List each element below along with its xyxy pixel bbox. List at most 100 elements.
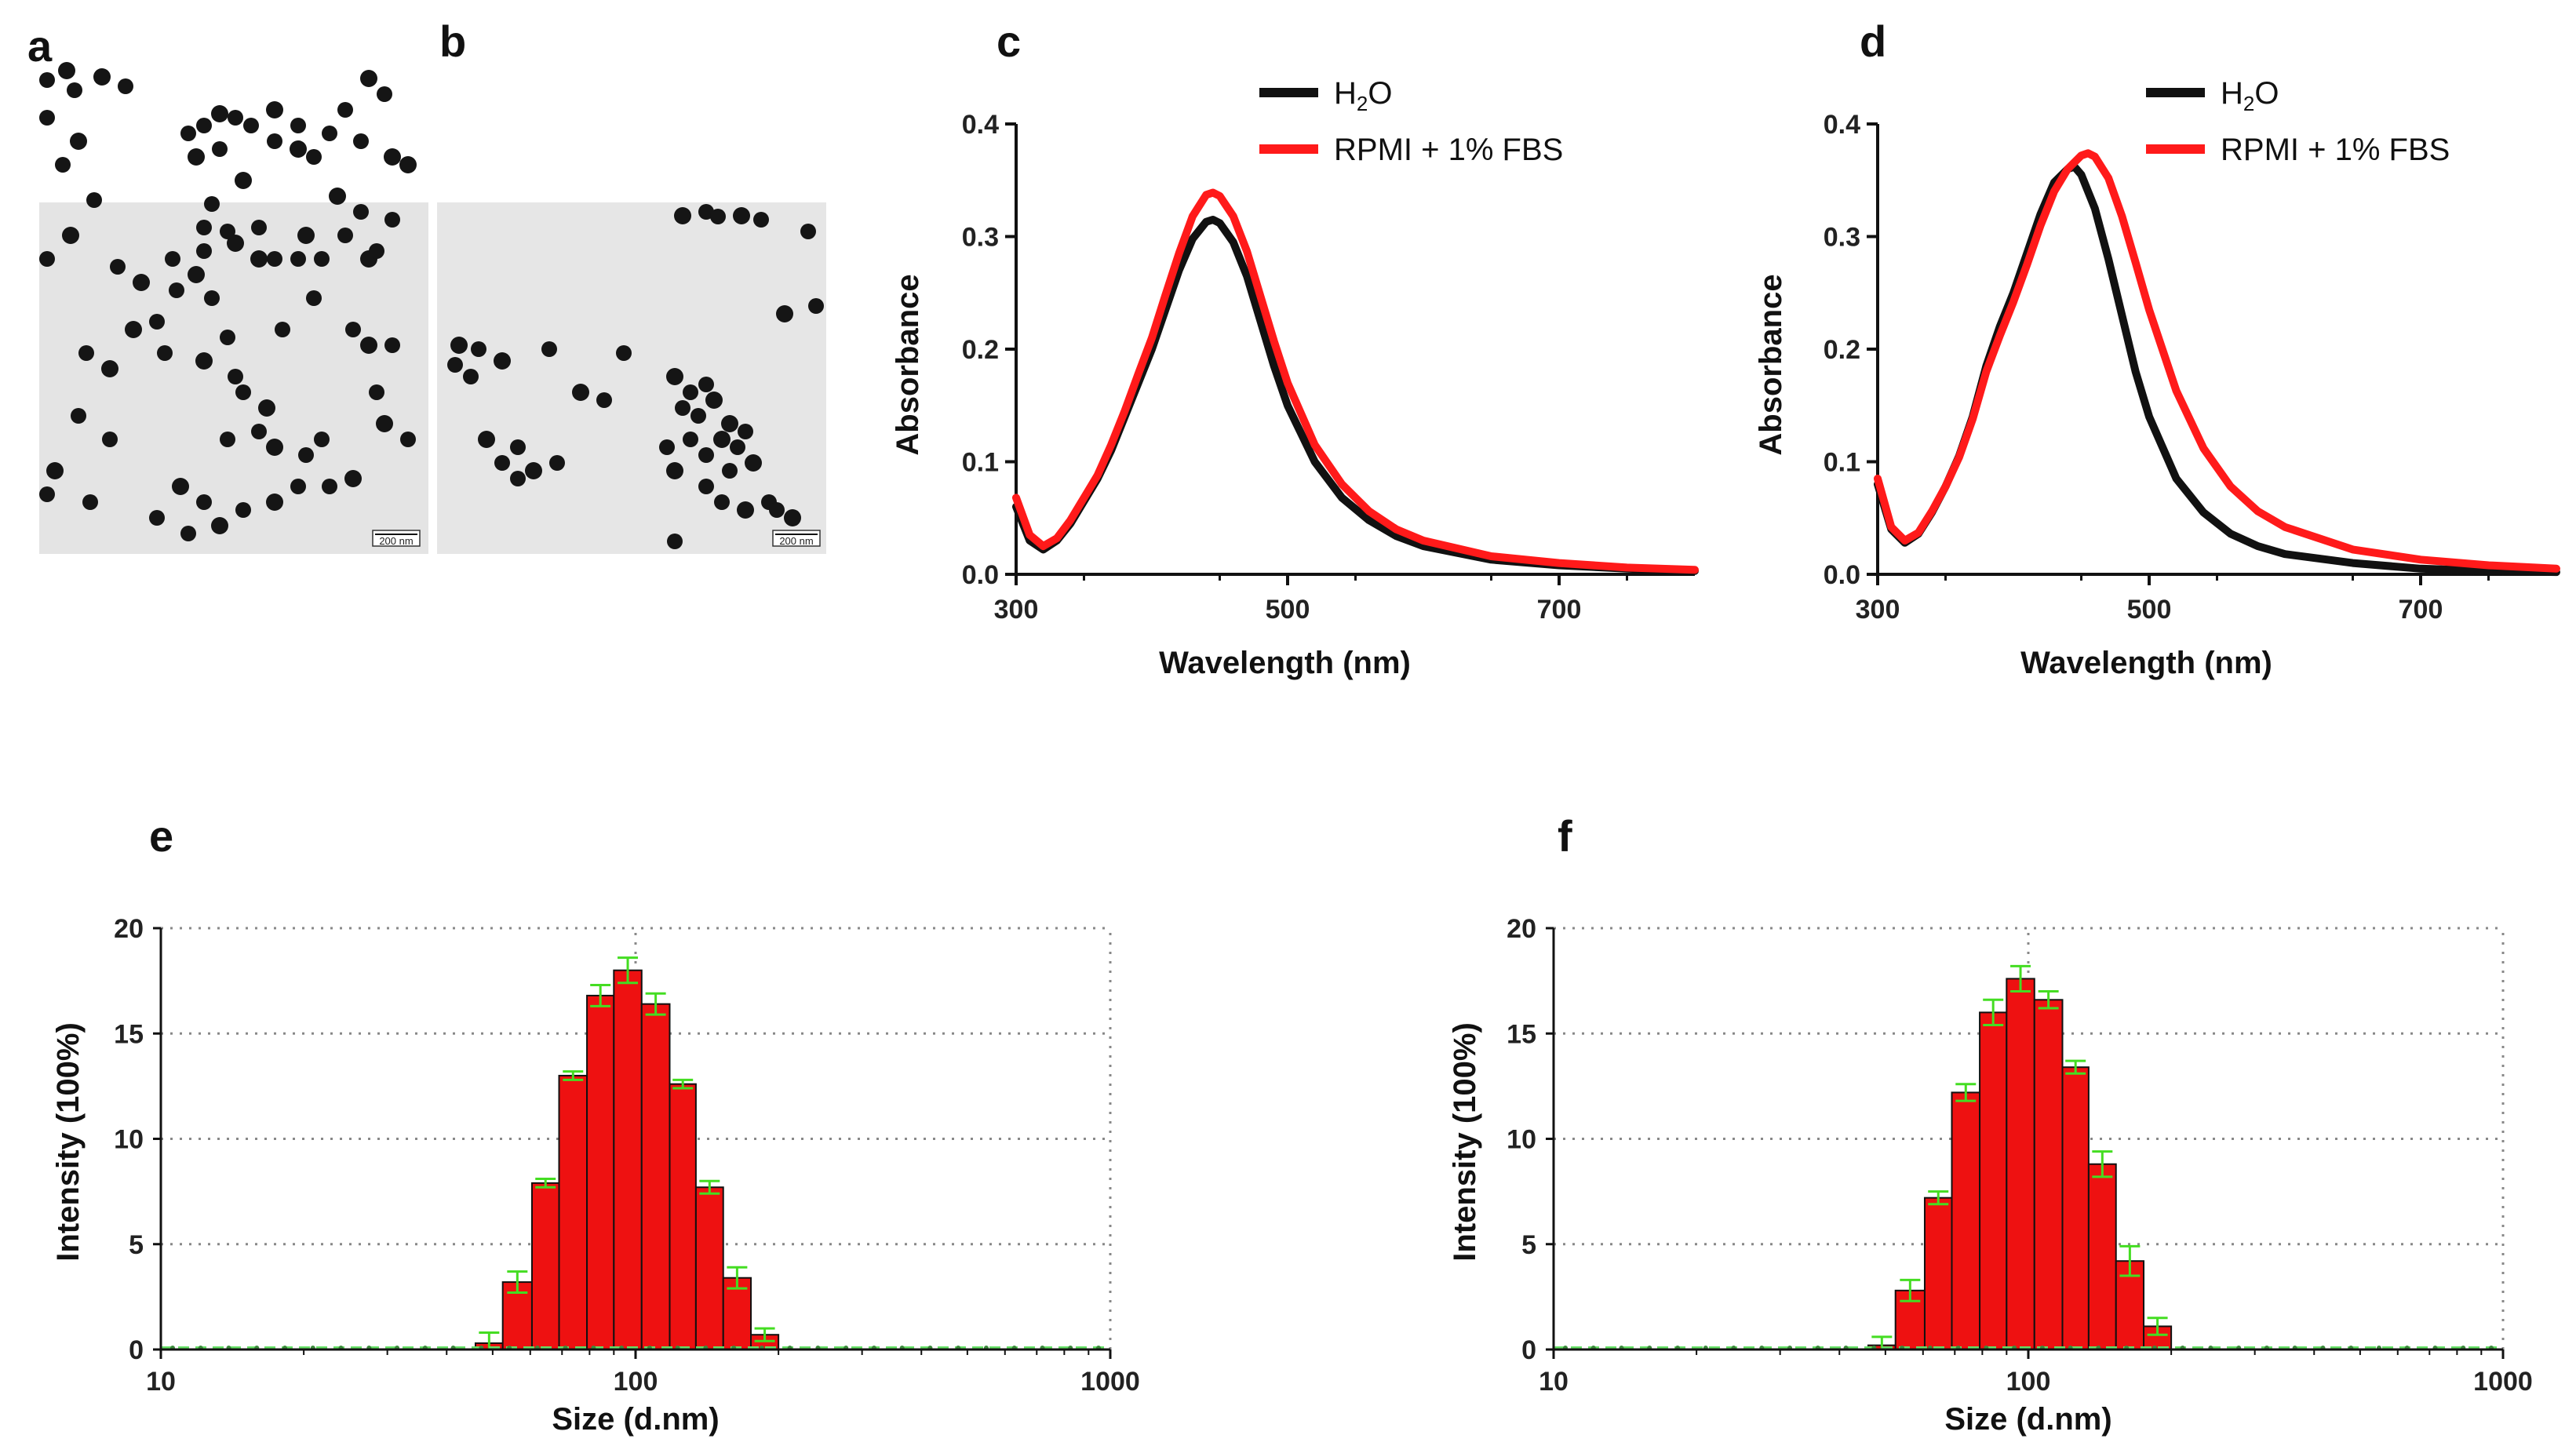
size-histogram-f: 10 100 1000 0 5 10 15 20 Size (d.nm) Intensity (1…: [1448, 914, 2533, 1437]
histogram-bar-f-4: [1979, 1011, 2008, 1351]
histogram-bar-f-8: [2087, 1163, 2117, 1350]
error-bar-f-4: [1983, 998, 2004, 1027]
tem-image-b: 200 nm: [437, 202, 826, 554]
scale-bar-label-a: 200 nm: [379, 535, 413, 547]
y-tick-label-c-1: 0.1: [962, 448, 999, 478]
x-tick-label-f-1: 100: [2006, 1367, 2051, 1397]
y-tick-label-d-3: 0.3: [1824, 223, 1860, 253]
nanoparticle-a-13: [165, 251, 180, 267]
error-bar-f-10: [2147, 1317, 2168, 1336]
error-bar-f-7: [2065, 1059, 2086, 1075]
nanoparticle-a-40: [228, 369, 243, 384]
nanoparticle-b-2: [710, 209, 726, 224]
nanoparticle-b-3: [733, 207, 750, 224]
nanoparticle-b-39: [737, 501, 754, 519]
nanoparticle-a-52: [290, 479, 306, 494]
histogram-bar-e-2: [530, 1182, 560, 1351]
nanoparticle-a-60: [46, 462, 64, 479]
x-axis-title-d: Wavelength (nm): [2020, 646, 2272, 680]
nanoparticle-a-43: [251, 424, 267, 439]
error-bar-e-8: [699, 1179, 720, 1195]
nanoparticle-a-41: [235, 384, 251, 400]
y-tick-label-f-3: 15: [1507, 1019, 1536, 1049]
error-bar-e-4: [590, 983, 611, 1007]
nanoparticle-a-11: [110, 259, 126, 275]
absorbance-chart-c: 300 500 700 0.0 0.1 0.2 0.3 0.4 Wavelength (nm) A…: [891, 76, 1699, 680]
y-tick-label-c-2: 0.2: [962, 335, 999, 365]
nanoparticle-a-26: [251, 220, 267, 235]
series-line-d-h2o: [1874, 162, 2560, 577]
legend-h-d: H: [2221, 76, 2243, 111]
legend-subscript-d: 2: [2243, 92, 2254, 115]
nanoparticle-a-38: [220, 330, 235, 345]
nanoparticle-b-20: [616, 345, 632, 361]
error-bar-e-6: [645, 992, 666, 1016]
nanoparticle-b-12: [478, 431, 495, 448]
nanoparticle-a-37: [275, 322, 290, 337]
nanoparticle-a-59: [71, 408, 86, 424]
error-bar-f-5: [2010, 964, 2031, 993]
nanoparticle-a-70: [322, 126, 337, 141]
y-axis-title-f: Intensity (100%): [1448, 1022, 1482, 1262]
nanoparticle-a-2: [67, 82, 82, 98]
histogram-bar-f-6: [2033, 999, 2064, 1351]
y-tick-label-f-2: 10: [1507, 1125, 1536, 1155]
y-tick-label-e-1: 5: [129, 1230, 144, 1260]
scale-bar-label-b: 200 nm: [779, 535, 813, 547]
nanoparticle-a-82: [306, 149, 322, 165]
nanoparticle-b-41: [769, 502, 785, 518]
panel-letter-f: f: [1558, 811, 1572, 861]
nanoparticle-b-38: [714, 494, 730, 510]
nanoparticle-a-76: [196, 118, 212, 133]
nanoparticle-a-88: [384, 337, 400, 353]
nanoparticle-a-5: [39, 110, 55, 126]
x-tick-label-f-2: 1000: [2473, 1367, 2533, 1397]
y-tick-label-c-3: 0.3: [962, 223, 999, 253]
nanoparticle-b-29: [730, 439, 745, 455]
nanoparticle-a-86: [384, 212, 400, 228]
x-tick-label-f-0: 10: [1539, 1367, 1569, 1397]
nanoparticle-b-34: [683, 432, 698, 447]
nanoparticle-b-11: [541, 341, 557, 357]
nanoparticle-a-32: [353, 204, 369, 220]
nanoparticle-a-36: [360, 337, 377, 354]
nanoparticle-a-12: [133, 274, 150, 291]
nanoparticle-a-17: [220, 224, 235, 239]
nanoparticle-a-7: [55, 157, 71, 173]
nanoparticle-b-27: [721, 415, 738, 432]
error-bar-e-5: [618, 956, 639, 985]
nanoparticle-a-34: [306, 290, 322, 306]
nanoparticle-a-78: [188, 148, 205, 166]
histogram-bar-f-2: [1923, 1197, 1953, 1351]
x-tick-label-c-0: 300: [994, 595, 1039, 625]
nanoparticle-b-21: [666, 368, 683, 385]
nanoparticle-a-18: [188, 266, 205, 283]
size-histogram-e: 10 100 1000 0 5 10 15 20 Size (d.nm) Intensity (1…: [51, 914, 1140, 1437]
nanoparticle-a-75: [211, 105, 228, 122]
nanoparticle-a-25: [204, 196, 220, 212]
nanoparticle-a-35: [345, 322, 361, 337]
nanoparticle-b-19: [596, 392, 612, 408]
nanoparticle-b-1: [698, 204, 714, 220]
y-tick-label-c-4: 0.4: [962, 110, 999, 140]
nanoparticle-a-67: [78, 345, 94, 361]
nanoparticle-a-64: [149, 314, 165, 330]
x-tick-label-c-1: 500: [1266, 595, 1310, 625]
nanoparticle-a-0: [58, 62, 75, 79]
y-tick-label-d-0: 0.0: [1824, 560, 1860, 590]
panel-letter-e: e: [149, 811, 173, 861]
nanoparticle-a-29: [337, 228, 353, 243]
error-bar-f-2: [1928, 1190, 1949, 1206]
x-tick-label-d-0: 300: [1856, 595, 1900, 625]
nanoparticle-a-61: [39, 486, 55, 502]
error-bar-f-6: [2038, 990, 2059, 1010]
nanoparticle-a-45: [266, 439, 283, 456]
nanoparticle-a-9: [62, 227, 79, 244]
nanoparticle-b-24: [705, 392, 723, 409]
error-bar-e-1: [507, 1270, 528, 1295]
nanoparticle-b-14: [494, 455, 510, 471]
y-tick-label-d-1: 0.1: [1824, 448, 1860, 478]
legend-h-c: H: [1334, 76, 1357, 111]
nanoparticle-b-28: [738, 424, 753, 439]
